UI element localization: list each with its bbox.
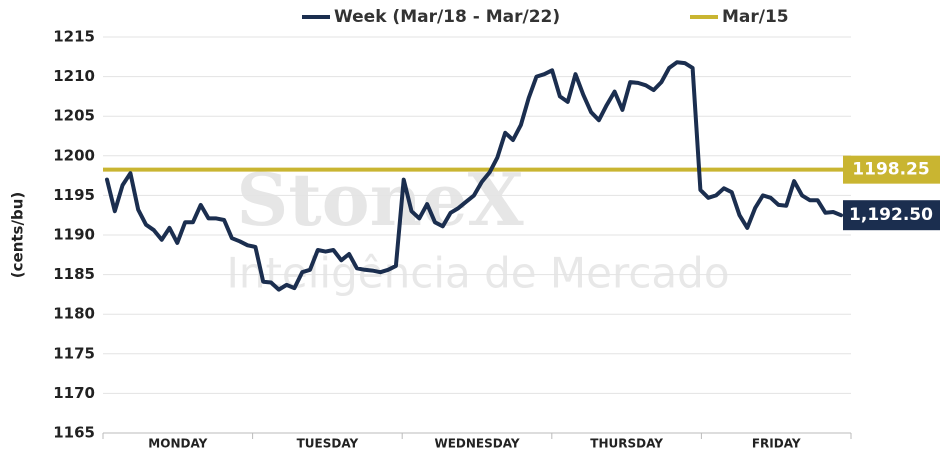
y-tick-label: 1215: [53, 28, 95, 46]
y-tick-label: 1170: [53, 384, 95, 402]
y-tick-label: 1165: [53, 424, 95, 442]
y-tick-label: 1185: [53, 265, 95, 283]
legend-label: Week (Mar/18 - Mar/22): [334, 7, 560, 27]
y-tick-label: 1195: [53, 186, 95, 204]
x-tick-label: THURSDAY: [590, 437, 663, 451]
legend-label: Mar/15: [722, 7, 789, 27]
y-axis-label: (cents/bu): [9, 192, 27, 278]
y-tick-label: 1175: [53, 344, 95, 362]
reference-label: 1198.25: [852, 160, 929, 180]
end-label-box: [843, 200, 940, 231]
end-label: 1,192.50: [849, 205, 933, 225]
y-tick-label: 1205: [53, 107, 95, 125]
reference-label-box: [843, 155, 940, 184]
x-tick-label: MONDAY: [148, 437, 207, 451]
x-tick-label: FRIDAY: [752, 437, 801, 451]
watermark-tagline: Inteligência de Mercado: [226, 249, 729, 298]
y-tick-label: 1200: [53, 146, 95, 164]
x-tick-label: TUESDAY: [297, 437, 359, 451]
y-tick-label: 1190: [53, 226, 95, 244]
y-tick-label: 1180: [53, 305, 95, 323]
x-tick-label: WEDNESDAY: [434, 437, 519, 451]
series-line: [105, 60, 843, 292]
y-tick-label: 1210: [53, 67, 95, 85]
